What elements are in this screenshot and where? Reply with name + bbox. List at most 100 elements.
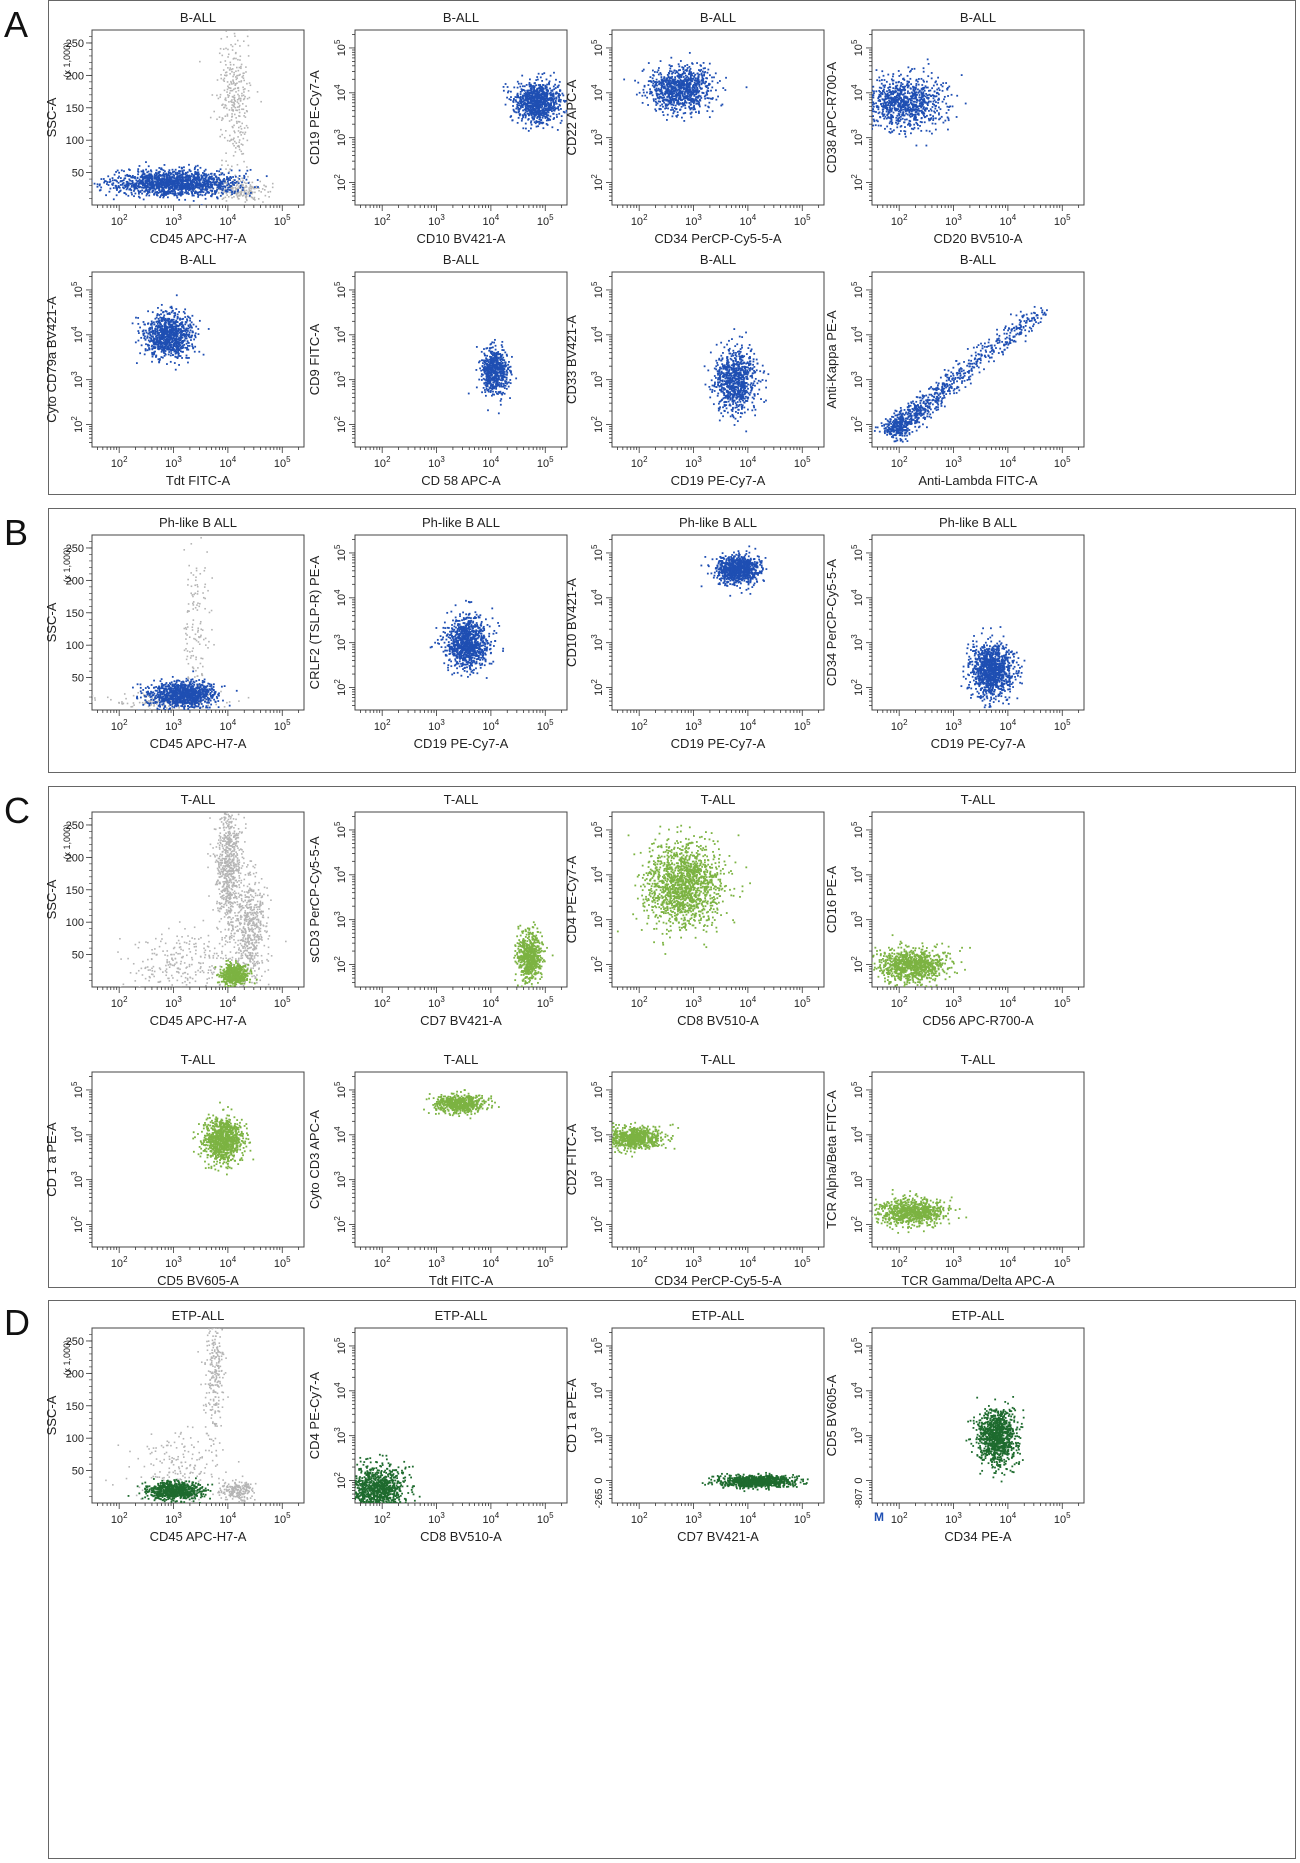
data-point [690,77,693,80]
data-point [242,152,245,155]
data-point [221,159,223,162]
data-point [649,76,652,78]
data-point [200,184,202,187]
data-point [530,121,532,124]
data-point [655,78,658,81]
data-point [239,55,242,58]
data-point [232,110,234,112]
data-point [238,187,241,189]
data-point [158,170,161,173]
data-point [876,79,879,82]
data-point [116,169,119,172]
data-point [124,186,127,188]
data-point [247,191,250,193]
data-point [660,87,663,89]
data-point [538,89,541,92]
data-point [218,173,221,176]
data-point [545,86,548,89]
data-point [689,96,692,99]
x-axis: 102 103 104 105 [877,205,1080,228]
data-point [532,90,535,93]
data-point [532,105,534,108]
data-point [653,71,656,73]
data-point [119,189,122,192]
data-point [566,111,567,114]
data-point [122,179,125,182]
data-point [535,120,538,122]
data-point [698,110,700,113]
data-point [209,116,212,119]
data-point [882,108,885,111]
data-point [243,160,245,163]
data-point [916,119,919,121]
data-point [226,94,229,96]
data-point [687,79,690,82]
data-point [926,104,929,107]
data-point [642,88,645,91]
data-point [684,112,687,114]
data-point [147,170,150,173]
data-point [912,92,915,95]
data-point [530,94,532,97]
data-point [225,152,227,154]
data-point [873,110,876,113]
data-point [235,83,237,85]
data-point [155,187,158,190]
data-point [248,194,251,197]
y-tick-label-group: 102 [333,174,348,191]
data-point [520,99,523,102]
data-point [524,109,527,111]
data-point [883,79,886,81]
data-point [530,90,533,93]
data-point [235,192,237,194]
data-point [552,95,555,98]
data-point [238,141,241,144]
data-point [159,181,162,184]
data-point [218,52,221,55]
data-point [637,81,640,84]
data-point [112,187,115,189]
data-point [685,90,687,93]
data-point [219,93,222,96]
chart-title: B-ALL [700,10,736,25]
data-point [245,189,248,192]
data-point [926,96,928,99]
data-point [672,71,674,74]
data-point [238,169,241,172]
data-point [878,79,881,82]
data-point [937,97,940,100]
data-point [234,190,236,193]
data-point [115,179,117,182]
data-point [655,89,658,92]
data-point [195,180,198,183]
data-point [234,131,236,134]
data-point [875,102,877,105]
data-point [515,111,518,114]
data-point [684,69,687,72]
data-point [666,73,669,76]
data-point [173,187,176,190]
data-point [235,188,238,190]
data-point [130,184,133,187]
data-point [225,192,228,195]
data-point [543,113,546,116]
data-point [517,116,520,119]
data-point [518,104,521,107]
data-point [245,184,247,187]
data-point [701,70,704,73]
data-point [224,115,227,118]
y-tick-label-group: 102 [850,174,865,191]
data-point [232,179,235,182]
data-point [213,181,216,184]
data-point [660,91,663,94]
data-point [947,86,949,89]
data-point [197,174,200,177]
data-point [920,106,923,109]
data-point [690,99,693,102]
data-point [704,80,707,83]
data-point [149,176,152,179]
data-point [203,170,206,172]
data-point [555,96,558,99]
data-point [665,103,668,106]
data-point [236,74,238,77]
